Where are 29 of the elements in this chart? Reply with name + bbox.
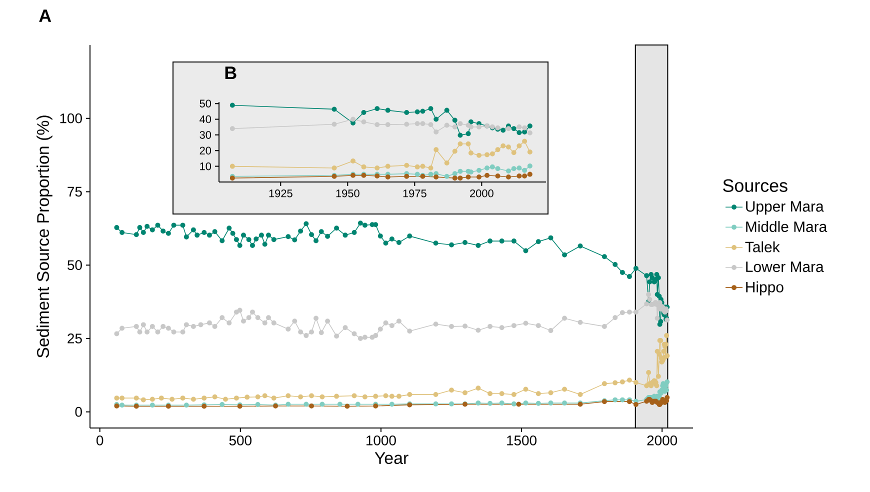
x-tick-label: 2000 (647, 436, 678, 446)
legend-title: Sources (723, 179, 788, 192)
y-tick-label: 75 (68, 186, 82, 197)
legend-label: Hippo (746, 281, 784, 296)
y-tick-label: 50 (68, 260, 82, 270)
x-tick-label: 1925 (269, 190, 292, 198)
chart-title: B (225, 66, 236, 80)
legend-label: Talek (745, 241, 780, 252)
y-tick-label: 40 (200, 115, 212, 124)
y-tick-label: 100 (60, 113, 82, 124)
x-tick-label: 0 (96, 436, 104, 446)
legend-label: Middle Mara (746, 221, 828, 232)
x-axis-title: Year (374, 452, 408, 464)
x-tick-label: 1000 (366, 436, 396, 446)
x-tick-label: 1975 (403, 190, 426, 198)
y-tick-label: 20 (200, 146, 212, 155)
y-tick-label: 25 (68, 334, 82, 344)
x-tick-label: 2000 (470, 190, 494, 198)
y-axis-title: Sediment Source Proportion (%) (36, 116, 52, 358)
y-tick-label: 10 (200, 162, 212, 170)
x-tick-label: 1950 (336, 190, 360, 198)
legend-label: Upper Mara (746, 201, 824, 215)
y-tick-label: 30 (200, 131, 212, 139)
y-tick-label: 0 (75, 406, 82, 417)
legend-label: Lower Mara (746, 262, 824, 272)
x-tick-label: 500 (229, 436, 252, 446)
x-tick-label: 1500 (507, 436, 536, 446)
chart-title: A (39, 10, 52, 22)
y-tick-label: 50 (200, 100, 212, 108)
